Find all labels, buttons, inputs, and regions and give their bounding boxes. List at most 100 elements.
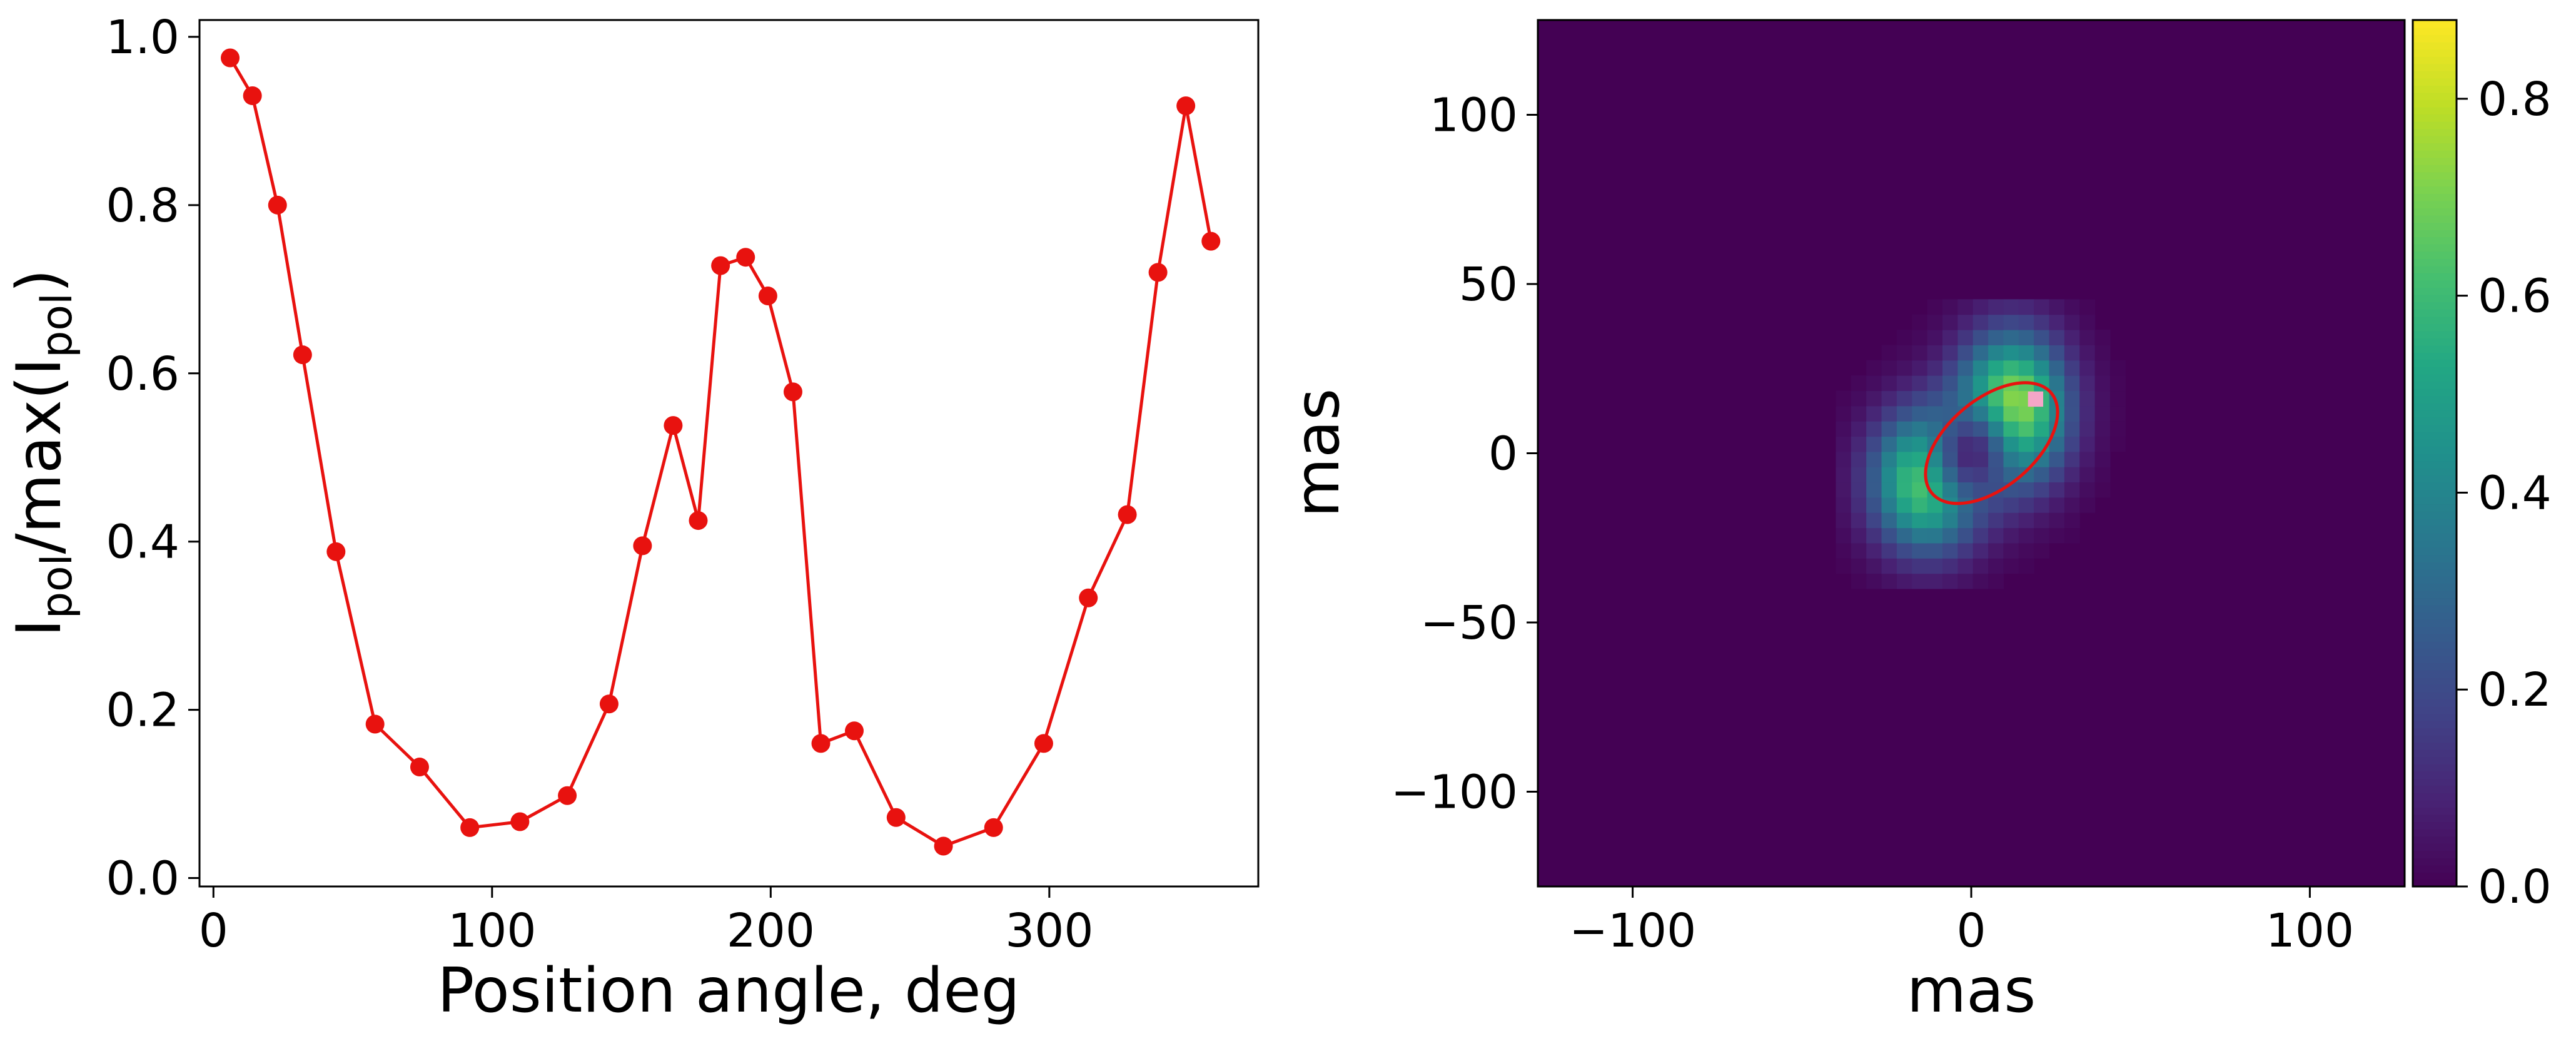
data-point xyxy=(326,542,346,561)
colorbar-segment xyxy=(2413,821,2457,830)
heatmap-cell xyxy=(1836,497,1852,513)
heatmap-cell xyxy=(1988,497,2004,513)
heatmap-cell xyxy=(2049,314,2065,330)
colorbar-segment xyxy=(2413,504,2457,512)
heatmap-cell xyxy=(2049,497,2065,513)
data-point xyxy=(689,511,708,531)
heatmap-cell xyxy=(2094,405,2111,422)
heatmap-cell xyxy=(1866,542,1882,559)
heatmap-cell xyxy=(1927,390,1943,407)
heatmap-cell xyxy=(1836,542,1852,559)
colorbar-segment xyxy=(2413,590,2457,599)
colorbar-segment xyxy=(2413,106,2457,115)
heatmap-cell xyxy=(1942,436,1958,452)
heatmap-cell xyxy=(1972,482,1989,498)
colorbar-segment xyxy=(2413,56,2457,64)
data-point xyxy=(633,536,652,556)
heatmap-cell xyxy=(1972,299,1989,315)
heatmap-cell xyxy=(1942,573,1958,589)
heatmap-cell xyxy=(1988,573,2004,589)
colorbar-segment xyxy=(2413,178,2457,187)
colorbar-segment xyxy=(2413,800,2457,808)
colorbar-segment xyxy=(2413,92,2457,100)
right-x-axis-label: mas xyxy=(1907,955,2036,1027)
y-tick-label: 0 xyxy=(1488,427,1518,481)
heatmap-cell xyxy=(2094,360,2111,376)
heatmap-cell xyxy=(2064,405,2080,422)
heatmap-cell xyxy=(2018,558,2034,574)
data-point xyxy=(410,758,429,777)
heatmap-cell xyxy=(2079,390,2096,407)
heatmap-cell xyxy=(1881,360,1897,376)
heatmap-cell xyxy=(1988,299,2004,315)
y-tick-label: 0.8 xyxy=(106,179,179,233)
heatmap-cell xyxy=(2049,345,2065,361)
colorbar-segment xyxy=(2413,576,2457,584)
colorbar-segment xyxy=(2413,417,2457,425)
heatmap-cell xyxy=(1957,512,1974,529)
heatmap-cell xyxy=(1866,390,1882,407)
colorbar-segment xyxy=(2413,850,2457,858)
heatmap-cell xyxy=(2018,345,2034,361)
colorbar-segment xyxy=(2413,604,2457,613)
heatmap-cell xyxy=(1942,467,1958,483)
colorbar-segment xyxy=(2413,272,2457,281)
heatmap-cell xyxy=(1851,405,1867,422)
heatmap-cell xyxy=(1972,512,1989,529)
heatmap-cell xyxy=(1896,360,1912,376)
data-point xyxy=(1176,96,1196,116)
colorbar-segment xyxy=(2413,655,2457,664)
colorbar-segment xyxy=(2413,453,2457,462)
colorbar-segment xyxy=(2413,367,2457,375)
x-tick-label: 100 xyxy=(2266,904,2354,958)
colorbar-segment xyxy=(2413,121,2457,129)
colorbar-segment xyxy=(2413,871,2457,880)
heatmap-cell xyxy=(1866,482,1882,498)
heatmap-cell xyxy=(1896,512,1912,529)
heatmap-cell xyxy=(1866,497,1882,513)
colorbar-segment xyxy=(2413,836,2457,844)
heatmap-cell xyxy=(2003,558,2019,574)
heatmap-cell xyxy=(2003,512,2019,529)
heatmap-cell xyxy=(1851,527,1867,544)
heatmap-cell xyxy=(2094,390,2111,407)
heatmap-cell xyxy=(2049,375,2065,392)
heatmap-cell xyxy=(1927,512,1943,529)
heatmap-cell xyxy=(1912,558,1928,574)
heatmap-cell xyxy=(2094,467,2111,483)
heatmap-cell xyxy=(1836,390,1852,407)
heatmap-cell xyxy=(1866,512,1882,529)
heatmap-cell xyxy=(2034,345,2050,361)
heatmap-cell xyxy=(1896,330,1912,345)
ylabel-I1: I xyxy=(4,619,75,637)
heatmap-cell xyxy=(1988,558,2004,574)
colorbar-segment xyxy=(2413,677,2457,685)
colorbar-segment xyxy=(2413,857,2457,866)
heatmap-cell xyxy=(1957,451,1974,467)
heatmap-cell xyxy=(1988,360,2004,376)
heatmap-cell xyxy=(1957,558,1974,574)
heatmap-cell xyxy=(2034,314,2050,330)
heatmap-cell xyxy=(2018,299,2034,315)
heatmap-cell xyxy=(1896,573,1912,589)
heatmap-cell xyxy=(2064,467,2080,483)
heatmap-cell xyxy=(2003,360,2019,376)
heatmap-cell xyxy=(1942,390,1958,407)
heatmap-cell xyxy=(2018,497,2034,513)
heatmap-cell xyxy=(2003,390,2019,407)
heatmap-cell xyxy=(1927,573,1943,589)
heatmap-cell xyxy=(1957,421,1974,437)
data-point xyxy=(984,818,1003,837)
heatmap-cell xyxy=(1881,558,1897,574)
heatmap-cell xyxy=(2018,512,2034,529)
heatmap-cell xyxy=(2094,330,2111,345)
heatmap-cell xyxy=(1851,451,1867,467)
colorbar-segment xyxy=(2413,236,2457,245)
heatmap-cell xyxy=(1866,573,1882,589)
heatmap-cell xyxy=(1972,558,1989,574)
heatmap-cell xyxy=(1988,527,2004,544)
data-point xyxy=(758,287,777,306)
heatmap-cell xyxy=(2094,436,2111,452)
data-point xyxy=(1148,263,1168,282)
heatmap-cell xyxy=(1957,345,1974,361)
